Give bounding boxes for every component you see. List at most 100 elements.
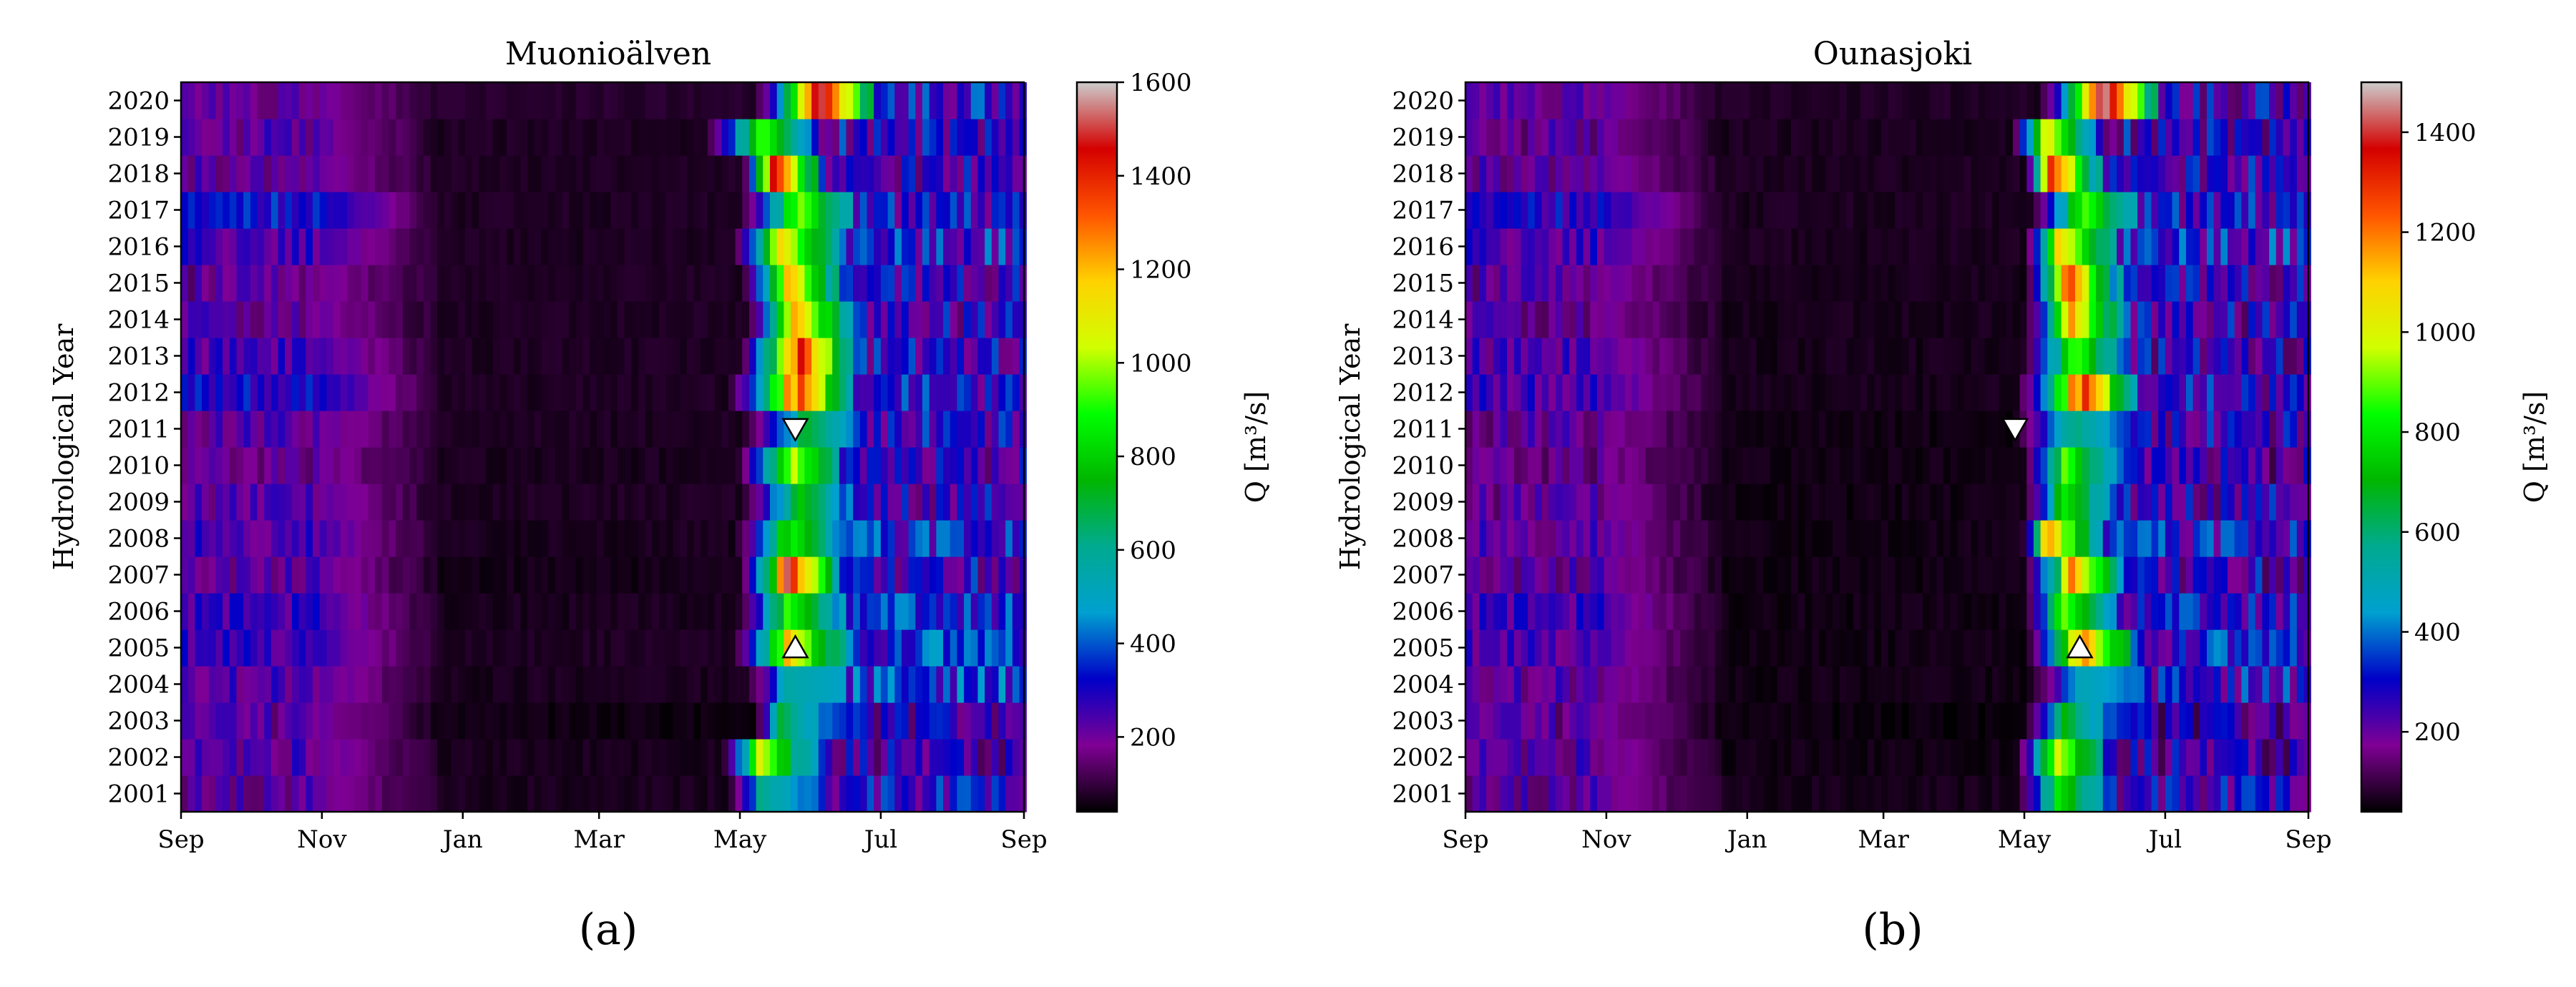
heatmap-cell: [2206, 411, 2215, 448]
heatmap-cell: [2206, 702, 2215, 740]
heatmap-cell: [208, 556, 217, 594]
heatmap-cell: [2144, 593, 2152, 630]
heatmap-cell: [1534, 82, 1543, 119]
colorbar-tick-label: 200: [1130, 723, 1176, 752]
heatmap-cell: [2192, 301, 2200, 338]
heatmap-cell: [797, 228, 805, 265]
heatmap-cell: [638, 702, 646, 740]
heatmap-cell: [867, 82, 874, 119]
heatmap-cell: [1624, 411, 1632, 448]
heatmap-cell: [887, 775, 895, 812]
heatmap-cell: [1874, 192, 1882, 229]
heatmap-cell: [721, 411, 729, 448]
heatmap-cell: [250, 593, 258, 630]
heatmap-cell: [1680, 702, 1688, 740]
heatmap-cell: [2012, 739, 2021, 776]
heatmap-cell: [1888, 666, 1896, 703]
heatmap-cell: [603, 82, 611, 119]
heatmap-cell: [748, 228, 757, 265]
heatmap-cell: [2054, 338, 2062, 375]
heatmap-cell: [2241, 556, 2249, 594]
heatmap-cell: [1916, 374, 1923, 411]
heatmap-cell: [894, 629, 902, 667]
heatmap-cell: [1479, 119, 1487, 156]
heatmap-cell: [1618, 265, 1626, 302]
heatmap-cell: [1590, 739, 1598, 776]
heatmap-cell: [368, 338, 376, 375]
heatmap-cell: [659, 411, 667, 448]
heatmap-cell: [1012, 411, 1020, 448]
heatmap-cell: [2200, 702, 2207, 740]
heatmap-cell: [2082, 483, 2089, 521]
heatmap-cell: [2165, 301, 2173, 338]
heatmap-cell: [326, 447, 334, 484]
heatmap-cell: [2151, 739, 2159, 776]
heatmap-cell: [784, 447, 791, 484]
heatmap-cell: [894, 775, 902, 812]
heatmap-cell: [326, 301, 334, 338]
heatmap-cell: [1805, 411, 1813, 448]
heatmap-cell: [416, 593, 424, 630]
heatmap-cell: [797, 192, 805, 229]
heatmap-cell: [1714, 265, 1722, 302]
heatmap-cell: [1507, 192, 1515, 229]
heatmap-cell: [319, 447, 327, 484]
heatmap-cell: [776, 338, 784, 375]
heatmap-cell: [1680, 629, 1688, 667]
heatmap-cell: [901, 447, 909, 484]
heatmap-cell: [1005, 265, 1013, 302]
heatmap-cell: [1860, 411, 1868, 448]
heatmap-cell: [368, 629, 376, 667]
heatmap-cell: [2075, 775, 2083, 812]
heatmap-cell: [1770, 192, 1778, 229]
heatmap-cell: [555, 520, 563, 557]
heatmap-cell: [1486, 192, 1494, 229]
heatmap-cell: [2262, 739, 2270, 776]
heatmap-cell: [195, 739, 203, 776]
heatmap-cell: [1576, 739, 1584, 776]
heatmap-cell: [1513, 702, 1522, 740]
heatmap-cell: [575, 192, 584, 229]
heatmap-cell: [701, 82, 708, 119]
heatmap-cell: [2137, 192, 2145, 229]
heatmap-cell: [2200, 775, 2207, 812]
heatmap-cell: [270, 629, 279, 667]
heatmap-cell: [652, 447, 660, 484]
heatmap-cell: [714, 155, 722, 192]
heatmap-cell: [499, 374, 507, 411]
heatmap-cell: [2206, 265, 2215, 302]
heatmap-cell: [548, 82, 556, 119]
heatmap-cell: [818, 520, 826, 557]
heatmap-cell: [985, 666, 992, 703]
heatmap-cell: [1964, 155, 1972, 192]
heatmap-cell: [2012, 119, 2021, 156]
heatmap-cell: [1604, 702, 1611, 740]
heatmap-cell: [555, 556, 563, 594]
heatmap-cell: [721, 265, 729, 302]
heatmap-cell: [402, 629, 411, 667]
heatmap-cell: [1867, 338, 1875, 375]
heatmap-cell: [1895, 593, 1903, 630]
heatmap-cell: [1673, 629, 1681, 667]
heatmap-cell: [1500, 520, 1508, 557]
heatmap-cell: [922, 411, 930, 448]
heatmap-cell: [306, 338, 313, 375]
heatmap-cell: [2234, 119, 2242, 156]
heatmap-cell: [804, 629, 812, 667]
heatmap-cell: [631, 192, 639, 229]
heatmap-cell: [652, 301, 660, 338]
heatmap-cell: [333, 228, 341, 265]
heatmap-cell: [943, 775, 951, 812]
heatmap-cell: [1604, 739, 1611, 776]
heatmap-cell: [901, 483, 909, 521]
heatmap-cell: [326, 228, 334, 265]
heatmap-cell: [1714, 374, 1722, 411]
heatmap-cell: [1770, 155, 1778, 192]
heatmap-cell: [659, 192, 667, 229]
heatmap-cell: [223, 739, 230, 776]
heatmap-cell: [1971, 447, 1979, 484]
heatmap-cell: [2026, 411, 2034, 448]
heatmap-cell: [874, 228, 882, 265]
heatmap-cell: [2137, 265, 2145, 302]
heatmap-cell: [541, 411, 549, 448]
